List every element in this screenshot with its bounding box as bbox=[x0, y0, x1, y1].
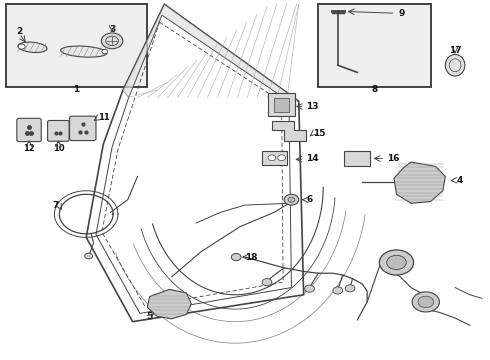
Text: 14: 14 bbox=[306, 154, 318, 163]
Text: 12: 12 bbox=[23, 144, 35, 153]
FancyBboxPatch shape bbox=[344, 151, 369, 166]
Circle shape bbox=[18, 44, 25, 49]
Text: 3: 3 bbox=[109, 25, 115, 34]
Text: 7: 7 bbox=[52, 201, 58, 210]
Circle shape bbox=[278, 155, 286, 161]
Bar bbox=[262, 151, 287, 165]
Circle shape bbox=[284, 194, 299, 205]
Circle shape bbox=[418, 296, 434, 308]
Text: 5: 5 bbox=[147, 312, 153, 321]
Text: 13: 13 bbox=[306, 102, 318, 111]
Circle shape bbox=[262, 279, 272, 286]
Circle shape bbox=[231, 253, 241, 261]
Circle shape bbox=[268, 155, 276, 161]
Text: 11: 11 bbox=[98, 113, 110, 122]
Text: 10: 10 bbox=[52, 144, 64, 153]
Circle shape bbox=[387, 255, 406, 270]
Ellipse shape bbox=[61, 46, 107, 57]
Polygon shape bbox=[394, 162, 445, 203]
Circle shape bbox=[333, 287, 343, 294]
Polygon shape bbox=[147, 289, 191, 319]
Circle shape bbox=[288, 197, 295, 202]
FancyBboxPatch shape bbox=[269, 93, 295, 116]
FancyBboxPatch shape bbox=[318, 4, 431, 87]
Text: 2: 2 bbox=[16, 27, 23, 36]
Polygon shape bbox=[123, 4, 299, 101]
Polygon shape bbox=[272, 121, 306, 140]
Text: 9: 9 bbox=[398, 9, 405, 18]
Text: 1: 1 bbox=[74, 85, 79, 94]
Circle shape bbox=[379, 250, 414, 275]
Text: 8: 8 bbox=[371, 85, 378, 94]
Bar bbox=[274, 98, 289, 112]
Circle shape bbox=[102, 49, 108, 54]
Ellipse shape bbox=[449, 59, 461, 72]
Text: 16: 16 bbox=[387, 154, 399, 163]
FancyBboxPatch shape bbox=[70, 116, 96, 140]
Circle shape bbox=[345, 285, 355, 292]
FancyBboxPatch shape bbox=[48, 121, 69, 141]
Ellipse shape bbox=[445, 54, 465, 76]
Text: 17: 17 bbox=[449, 46, 462, 55]
Circle shape bbox=[412, 292, 440, 312]
FancyBboxPatch shape bbox=[17, 118, 41, 141]
Ellipse shape bbox=[18, 42, 47, 53]
Circle shape bbox=[106, 36, 119, 45]
Text: 18: 18 bbox=[245, 253, 258, 262]
Circle shape bbox=[101, 33, 123, 49]
Text: 6: 6 bbox=[306, 195, 312, 204]
Text: 4: 4 bbox=[456, 176, 463, 185]
Text: 15: 15 bbox=[314, 129, 326, 138]
FancyBboxPatch shape bbox=[5, 4, 147, 87]
Circle shape bbox=[85, 253, 93, 259]
Circle shape bbox=[305, 285, 315, 292]
